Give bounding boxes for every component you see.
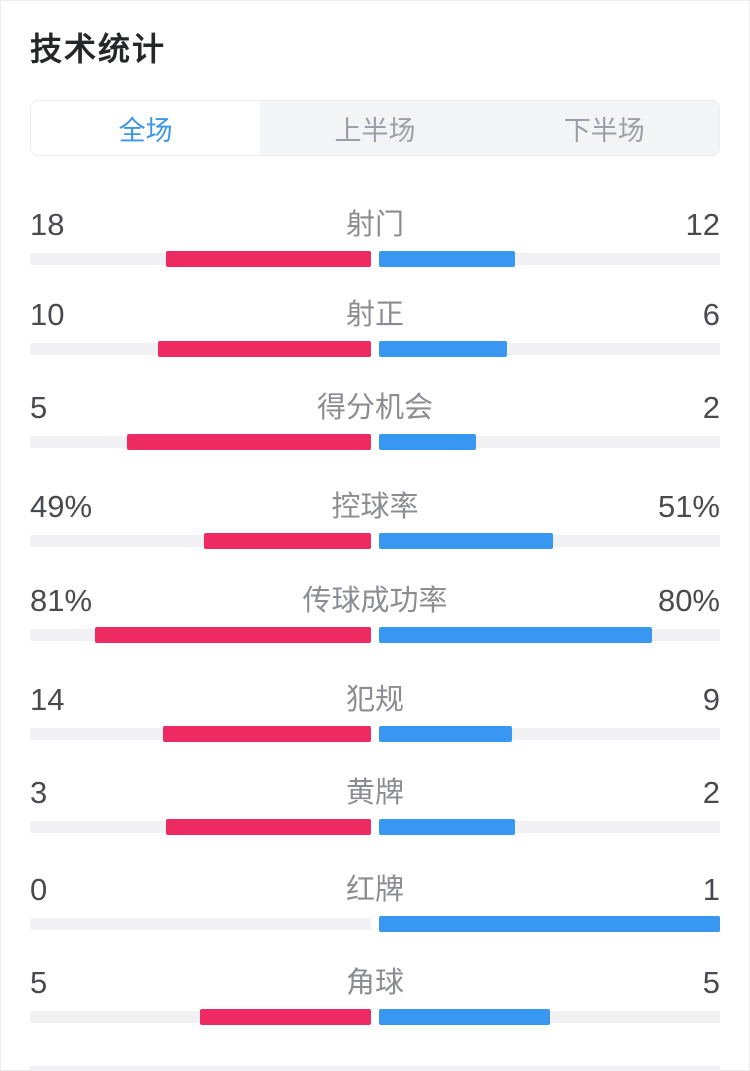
away-value: 1: [702, 872, 720, 907]
tab-full-match[interactable]: 全场: [31, 101, 261, 155]
stat-row: 控球率 49% 51%: [30, 486, 720, 579]
stat-label: 犯规: [345, 684, 404, 716]
home-bar: [200, 1009, 371, 1025]
away-bar: [379, 819, 515, 835]
stat-values: 射门 18 12: [30, 204, 720, 246]
stat-bar: [30, 251, 720, 267]
away-value: 2: [702, 390, 720, 425]
stat-row: 射门 18 12: [30, 204, 720, 297]
home-bar: [166, 819, 371, 835]
away-bar: [379, 627, 652, 643]
home-value: 81%: [30, 583, 93, 618]
home-bar: [158, 341, 371, 357]
stat-bar: [30, 819, 720, 835]
away-value: 51%: [657, 489, 720, 524]
stat-bar: [30, 533, 720, 549]
away-bar: [379, 1009, 550, 1025]
stat-row: 红牌 0 1: [30, 869, 720, 962]
stat-values: 得分机会 5 2: [30, 387, 720, 429]
period-tab-bar: 全场 上半场 下半场: [30, 100, 720, 156]
stat-row: 得分机会 5 2: [30, 387, 720, 480]
away-bar: [379, 916, 720, 932]
home-bar: [163, 726, 371, 742]
stat-label: 黄牌: [345, 777, 404, 809]
away-value: 80%: [657, 583, 720, 618]
stat-values: 控球率 49% 51%: [30, 486, 720, 528]
home-bar: [127, 434, 371, 450]
stat-label: 射正: [345, 299, 404, 331]
stat-label: 控球率: [331, 491, 419, 523]
stat-values: 传球成功率 81% 80%: [30, 580, 720, 622]
away-value: 9: [702, 682, 720, 717]
away-value: 2: [702, 775, 720, 810]
stat-bar: [30, 916, 720, 932]
stat-bar: [30, 341, 720, 357]
page-title: 技术统计: [30, 31, 167, 67]
home-value: 10: [30, 297, 65, 332]
stat-bar: [30, 726, 720, 742]
home-bar: [95, 627, 371, 643]
stat-values: 犯规 14 9: [30, 679, 720, 721]
stat-label: 红牌: [345, 874, 404, 906]
stat-label: 传球成功率: [302, 585, 448, 617]
stat-row: 角球 5 5: [30, 962, 720, 1055]
stat-bar: [30, 1009, 720, 1025]
home-bar: [204, 533, 371, 549]
away-value: 5: [702, 965, 720, 1000]
away-value: 12: [685, 207, 720, 242]
tab-first-half[interactable]: 上半场: [334, 115, 416, 146]
home-value: 14: [30, 682, 65, 717]
stat-row: 黄牌 3 2: [30, 772, 720, 865]
home-value: 5: [30, 390, 48, 425]
home-value: 18: [30, 207, 65, 242]
away-bar: [379, 533, 553, 549]
away-bar: [379, 341, 507, 357]
away-bar: [379, 434, 476, 450]
stat-values: 角球 5 5: [30, 962, 720, 1004]
away-bar: [379, 251, 515, 267]
home-value: 49%: [30, 489, 93, 524]
stat-values: 黄牌 3 2: [30, 772, 720, 814]
tab-second-half[interactable]: 下半场: [563, 115, 645, 146]
stat-label: 角球: [345, 967, 404, 999]
stat-label: 得分机会: [316, 392, 433, 424]
home-value: 3: [30, 775, 48, 810]
home-bar: [166, 251, 371, 267]
bar-track-left: [30, 918, 371, 930]
next-row-track-peek: [30, 1066, 720, 1071]
stat-bar: [30, 627, 720, 643]
stat-values: 红牌 0 1: [30, 869, 720, 911]
stat-row: 传球成功率 81% 80%: [30, 580, 720, 673]
home-value: 5: [30, 965, 48, 1000]
away-value: 6: [702, 297, 720, 332]
away-bar: [379, 726, 512, 742]
stat-row: 射正 10 6: [30, 294, 720, 387]
home-value: 0: [30, 872, 48, 907]
stat-bar: [30, 434, 720, 450]
stat-row: 犯规 14 9: [30, 679, 720, 772]
stat-values: 射正 10 6: [30, 294, 720, 336]
stat-label: 射门: [345, 209, 404, 241]
